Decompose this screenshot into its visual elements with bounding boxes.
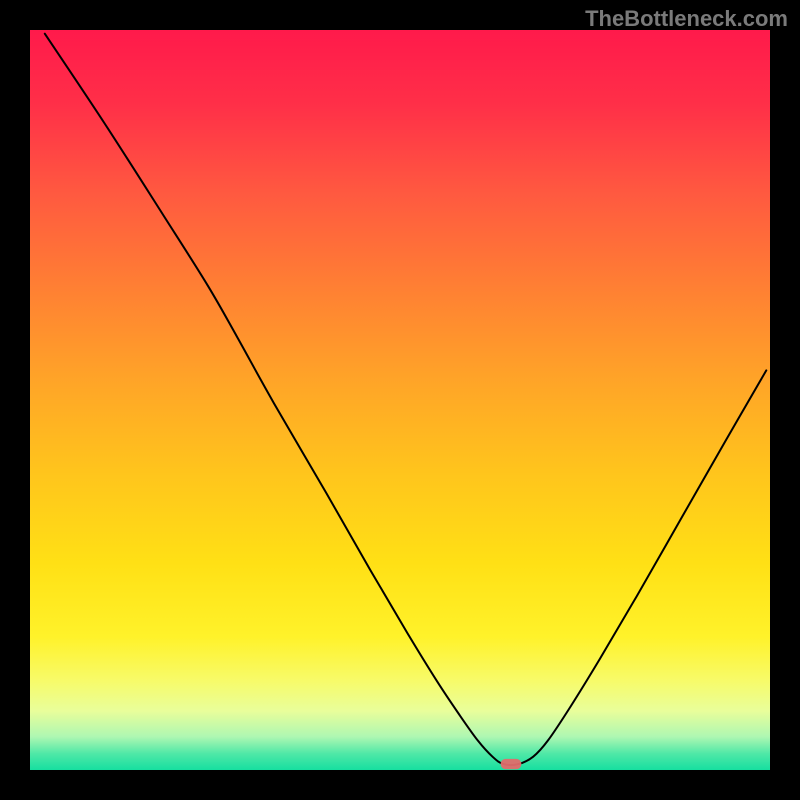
chart-frame: TheBottleneck.com (0, 0, 800, 800)
watermark-text: TheBottleneck.com (585, 6, 788, 32)
bottleneck-chart (30, 30, 770, 770)
plot-background (30, 30, 770, 770)
min-marker (501, 759, 522, 769)
